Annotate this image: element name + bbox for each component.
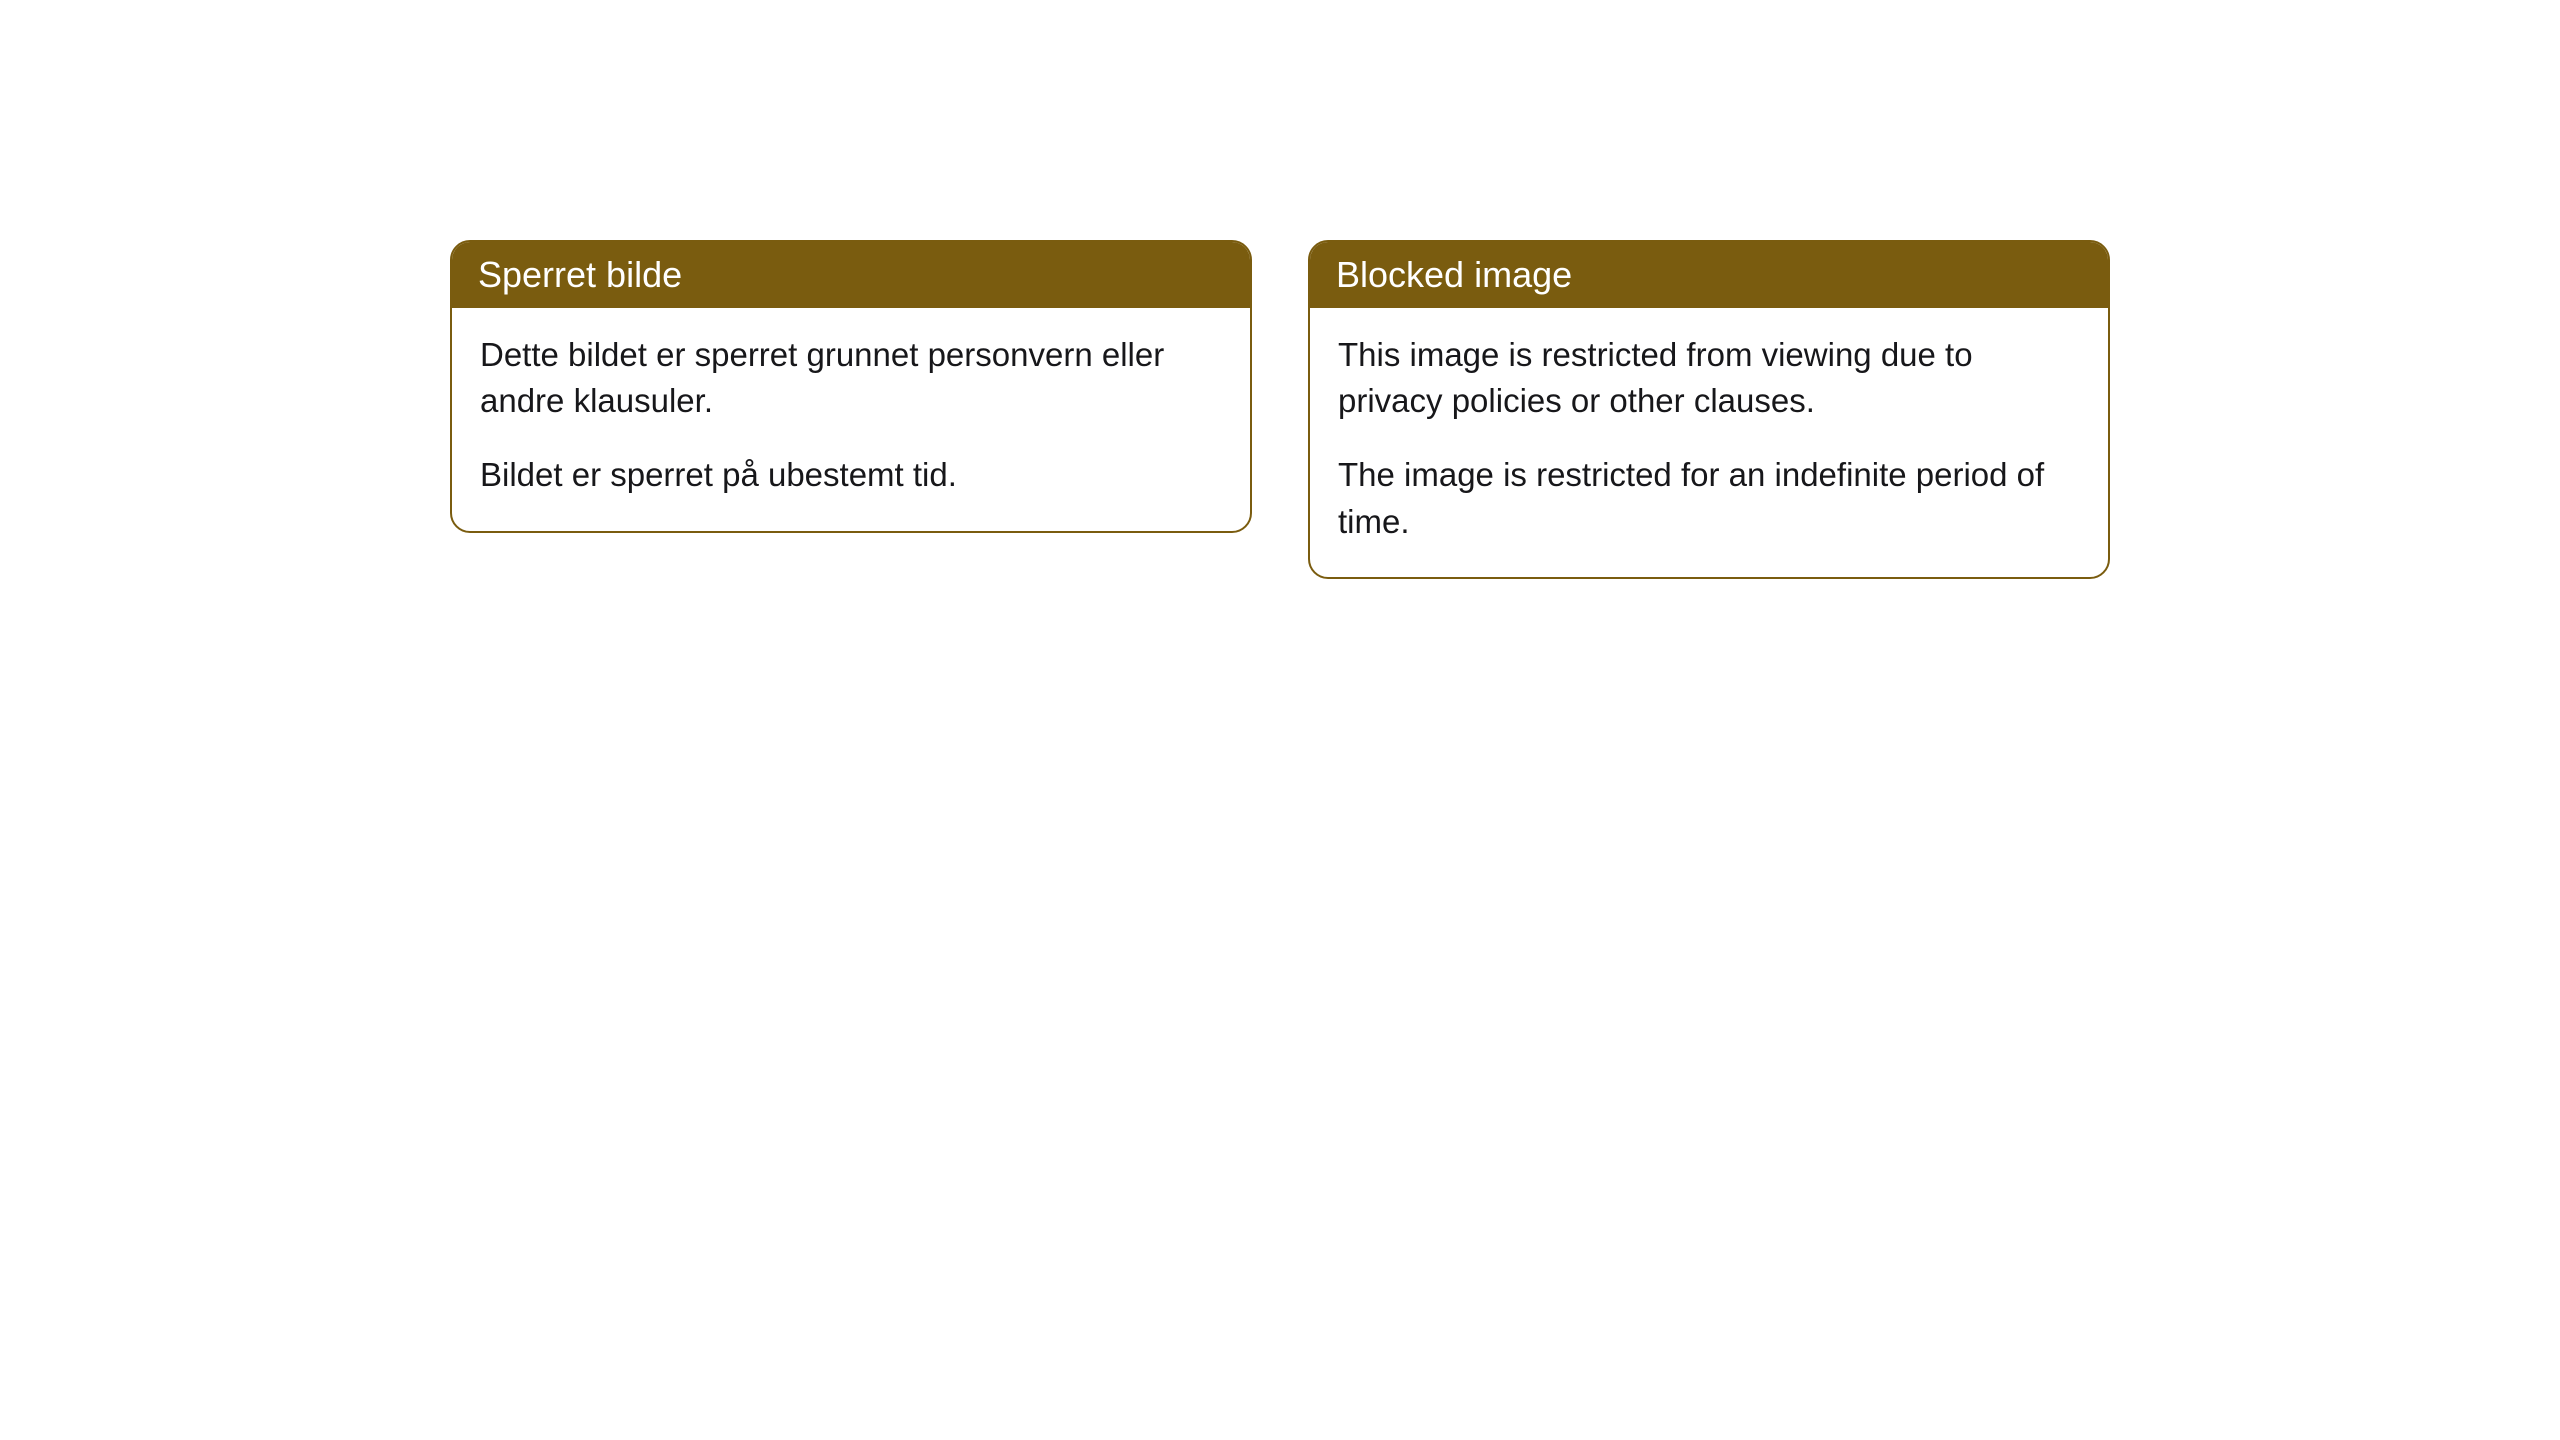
card-body: This image is restricted from viewing du… (1310, 308, 2108, 577)
card-title: Blocked image (1336, 254, 1572, 295)
card-paragraph: Dette bildet er sperret grunnet personve… (480, 332, 1222, 424)
card-body: Dette bildet er sperret grunnet personve… (452, 308, 1250, 531)
card-paragraph: This image is restricted from viewing du… (1338, 332, 2080, 424)
blocked-image-card-en: Blocked image This image is restricted f… (1308, 240, 2110, 579)
card-header: Blocked image (1310, 242, 2108, 308)
card-paragraph: The image is restricted for an indefinit… (1338, 452, 2080, 544)
blocked-image-card-no: Sperret bilde Dette bildet er sperret gr… (450, 240, 1252, 533)
card-title: Sperret bilde (478, 254, 682, 295)
card-paragraph: Bildet er sperret på ubestemt tid. (480, 452, 1222, 498)
card-header: Sperret bilde (452, 242, 1250, 308)
